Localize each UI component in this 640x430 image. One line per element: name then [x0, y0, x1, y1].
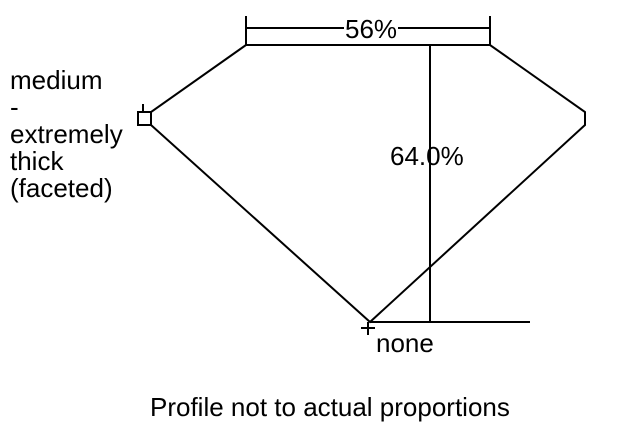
footnote: Profile not to actual proportions	[150, 392, 510, 422]
girdle-label: medium - extremely thick (faceted)	[10, 67, 123, 202]
gem-outline	[150, 44, 586, 324]
girdle-label-line: extremely	[10, 119, 123, 149]
depth-percent-label: 64.0%	[390, 141, 464, 171]
girdle-label-line: (faceted)	[10, 173, 113, 203]
table-percent-label: 56%	[344, 14, 399, 44]
girdle-label-line: thick	[10, 146, 64, 176]
girdle-label-line: -	[10, 92, 19, 122]
culet-label: none	[376, 328, 434, 358]
girdle-marker	[137, 111, 152, 126]
girdle-label-line: medium	[10, 65, 103, 95]
